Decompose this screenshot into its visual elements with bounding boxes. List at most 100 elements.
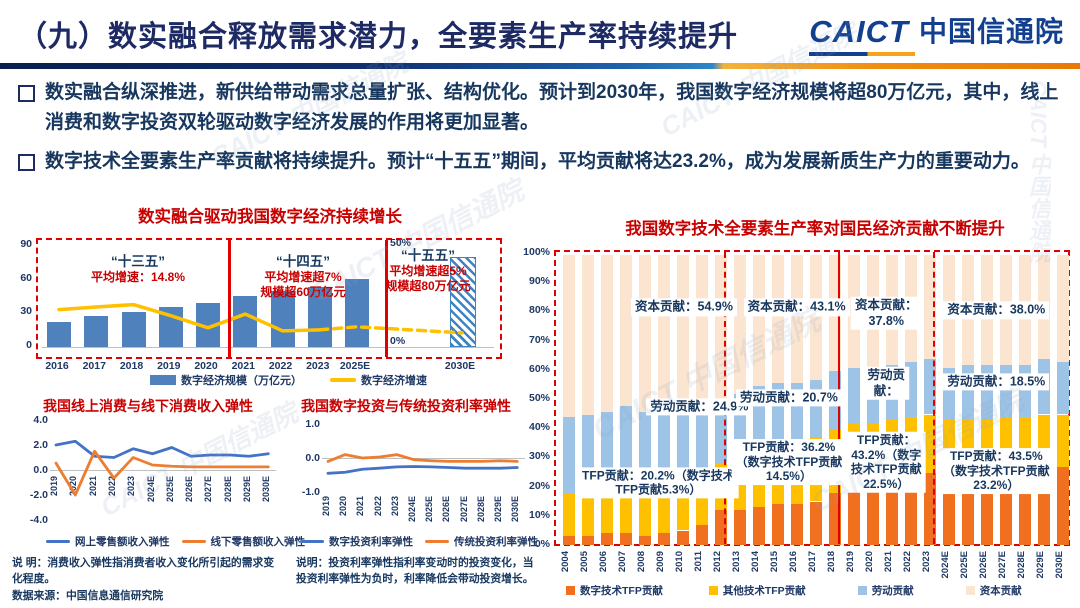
bullet-list: 数实融合纵深推进，新供给带动需求总量扩张、结构优化。预计到2030年，我国数字经… (18, 78, 1064, 186)
x-axis-label: 2021 (882, 551, 894, 573)
chart-line-layer (54, 439, 270, 497)
stack-seg-2015 (772, 504, 785, 545)
caict-logo-cn: 中国信通院 (918, 15, 1064, 47)
x-axis-label: 2013 (731, 551, 743, 573)
x-axis-label: 2020 (863, 551, 875, 573)
tfp-contribution-chart: 资本贡献：54.9% 劳动贡献：24.9% TFP贡献：20.2%（数字技术 TFP贡… (554, 250, 1070, 546)
bar-2016 (47, 321, 71, 347)
x-axis-label: 2016 (45, 360, 69, 372)
x-axis-label: 2030E (1053, 551, 1065, 579)
y-axis-tick: -4.0 (29, 514, 48, 526)
x-axis-label: 2018 (119, 360, 144, 372)
y-axis-tick: 1.0 (305, 418, 320, 430)
stack-seg-2019 (847, 487, 860, 545)
x-axis-label: 2017 (807, 551, 818, 573)
bar-2022 (270, 290, 295, 347)
annotation-tfp-2013-2018: TFP贡献：36.2% （数字技术TFP贡献 14.5%） (731, 439, 847, 486)
y-axis-tick: 0% (534, 538, 550, 550)
annotation-labor-2004-2012: 劳动贡献：24.9% (646, 398, 753, 416)
annotation-tfp-2019-2023: TFP贡献： 43.2%（数字 技术TFP贡献 22.5%） (846, 431, 926, 493)
stack-seg-2021 (885, 481, 898, 545)
y-axis-tick: 2.0 (33, 439, 48, 451)
stack-seg-2005 (582, 255, 595, 415)
annotation-line: 资本贡献： (854, 298, 918, 313)
caict-logo-text: CAICT (809, 14, 909, 49)
x-axis-label: 2023 (920, 551, 932, 573)
period-divider (228, 240, 231, 357)
period-annotation-line: 平均增速超7% (264, 270, 342, 284)
y-axis-tick: 100% (523, 246, 550, 258)
annotation-line: 资本贡献：43.1% (747, 299, 846, 314)
annotation-line: 43.2%（数字 (851, 447, 922, 462)
bar-2018 (121, 311, 146, 347)
stack-seg-2026E (980, 478, 993, 545)
x-axis-label: 2028E (1015, 551, 1027, 579)
group-divider (932, 252, 935, 544)
annotation-labor-2019-2023: 劳动贡 献： (863, 367, 909, 400)
stack-seg-2004 (563, 492, 576, 537)
stack-seg-2030E (1056, 255, 1069, 363)
period-annotation-line: 平均增速：14.8% (90, 270, 186, 284)
stack-seg-2006 (601, 255, 614, 412)
period-annotation: “十四五” 平均增速超7% 规模超60万亿元 (260, 250, 345, 300)
right-axis-tick: 50% (390, 237, 412, 249)
x-axis-label: 2015 (769, 551, 781, 573)
x-axis-label: 2021 (231, 360, 255, 372)
x-axis-label: 2004 (560, 551, 572, 573)
x-axis-label: 2025E (958, 551, 970, 579)
annotation-capital-2024E-2030E: 资本贡献：38.0% (943, 301, 1050, 320)
period-annotation: “十三五” 平均增速：14.8% (91, 250, 185, 285)
annotation-line: 资本贡献：38.0% (947, 302, 1046, 317)
x-axis-label: 2030E (444, 360, 476, 372)
annotation-line: 资本贡献：54.9% (635, 299, 733, 314)
stack-seg-2004 (563, 417, 576, 493)
chart-line-layer (326, 453, 519, 475)
consumption-elasticity-title: 我国线上消费与线下消费收入弹性 (43, 398, 253, 414)
y-axis-tick: -1.0 (301, 486, 320, 498)
annotation-line: TFP贡献：43.5% (949, 449, 1043, 464)
x-axis-label: 2019 (157, 360, 181, 372)
annotation-capital-2019-2023: 资本贡献： 37.8% (850, 297, 922, 330)
data-source: 数据来源：中国信息通信研究院 (12, 590, 164, 602)
annotation-line: 劳动贡献：20.7% (739, 390, 838, 405)
consumption-elasticity-legend: 网上零售额收入弹性 线下零售额收入弹性 (46, 534, 305, 549)
annotation-labor-2013-2018: 劳动贡献：20.7% (735, 389, 842, 407)
legend-swatch-capital (965, 586, 975, 595)
caict-logo: CAICT 中国信通院 (809, 14, 1064, 56)
period-annotation-line: 平均增速超5% (389, 264, 467, 278)
stack-seg-2017 (810, 255, 822, 380)
y-axis-tick: 40% (528, 421, 550, 434)
x-axis-label: 2007 (617, 551, 629, 573)
y-axis-tick: 30% (528, 450, 550, 463)
x-axis-label: 2016 (788, 551, 800, 573)
stack-seg-2008 (639, 536, 652, 545)
zero-axis-line (50, 470, 277, 471)
stack-seg-2015 (772, 255, 785, 383)
stack-seg-2007 (620, 533, 633, 545)
x-axis-label: 2017 (82, 360, 106, 372)
stack-seg-2016 (791, 504, 804, 545)
annotation-line: 22.5%） (863, 476, 910, 491)
x-axis-label: 2006 (598, 551, 610, 573)
stack-seg-2030E (1056, 414, 1069, 467)
y-axis-tick: 4.0 (33, 414, 48, 426)
annotation-line: 技术TFP贡献 (850, 462, 922, 477)
y-axis-tick: 10% (528, 508, 550, 521)
x-axis-label: 2009 (655, 551, 667, 573)
stack-seg-2011 (696, 524, 709, 545)
x-axis-label: 2012 (712, 551, 724, 573)
stack-seg-2014 (753, 507, 766, 545)
annotation-line: TFP贡献：20.2%（数字技术 (582, 468, 735, 483)
x-axis-label: 2020 (194, 360, 218, 372)
bar-2021 (233, 295, 258, 347)
legend-label-traditional-invest: 传统投资利率弹性 (454, 536, 538, 548)
legend-swatch-other-tfp (708, 586, 718, 595)
caict-logo-en-wrap: CAICT (809, 14, 916, 56)
legend-label-digital-tfp: 数字技术TFP贡献 (580, 585, 663, 597)
x-axis-label: 2022 (901, 551, 913, 573)
stack-seg-2014 (753, 255, 766, 386)
stack-seg-2013 (734, 510, 747, 545)
stack-seg-2011 (696, 255, 709, 406)
x-axis-label: 2024E (939, 551, 951, 579)
